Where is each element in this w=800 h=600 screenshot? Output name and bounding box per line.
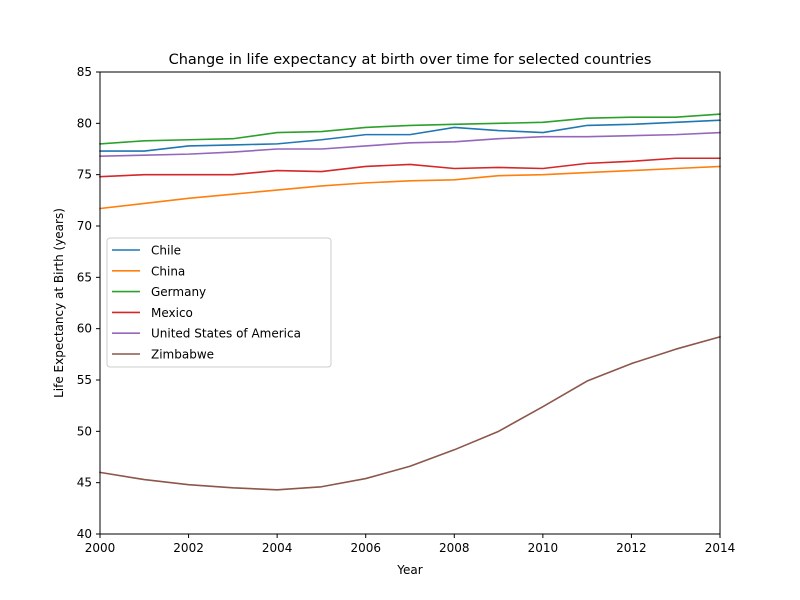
y-tick-label: 65 bbox=[77, 270, 92, 284]
y-tick-label: 75 bbox=[77, 168, 92, 182]
y-tick-label: 45 bbox=[77, 476, 92, 490]
chart-title: Change in life expectancy at birth over … bbox=[169, 52, 652, 68]
y-axis-ticks: 40 45 50 55 60 65 70 75 80 85 bbox=[77, 65, 100, 541]
series-line-china bbox=[99, 165, 721, 210]
y-tick-label: 85 bbox=[77, 65, 92, 79]
legend-label-chile: Chile bbox=[151, 244, 181, 258]
x-axis-ticks: 2000 2002 2004 2006 2008 2010 2012 2014 bbox=[85, 534, 736, 555]
x-tick-label: 2002 bbox=[173, 541, 204, 555]
legend: Chile China Germany Mexico United States of … bbox=[106, 237, 332, 368]
legend-items: Chile China Germany Mexico United States of … bbox=[112, 244, 301, 362]
series-line-zimbabwe bbox=[99, 335, 721, 491]
x-tick-label: 2012 bbox=[616, 541, 647, 555]
x-axis-label: Year bbox=[396, 563, 422, 577]
series-line-mexico bbox=[99, 157, 721, 178]
legend-box bbox=[106, 237, 332, 368]
y-tick-label: 50 bbox=[77, 424, 92, 438]
y-tick-label: 80 bbox=[77, 116, 92, 130]
series-line-germany bbox=[99, 113, 721, 145]
x-tick-label: 2008 bbox=[439, 541, 470, 555]
y-axis-label: Life Expectancy at Birth (years) bbox=[52, 208, 66, 398]
legend-label-united-states-of-america: United States of America bbox=[151, 327, 301, 341]
legend-label-china: China bbox=[151, 264, 185, 278]
x-tick-label: 2000 bbox=[85, 541, 116, 555]
legend-label-zimbabwe: Zimbabwe bbox=[151, 348, 214, 362]
x-tick-label: 2004 bbox=[262, 541, 293, 555]
y-tick-label: 70 bbox=[77, 219, 92, 233]
series-line-united-states-of-america bbox=[99, 131, 721, 158]
x-tick-label: 2006 bbox=[350, 541, 381, 555]
legend-label-germany: Germany bbox=[151, 285, 206, 299]
x-tick-label: 2014 bbox=[705, 541, 736, 555]
y-tick-label: 55 bbox=[77, 373, 92, 387]
series-group bbox=[99, 113, 721, 491]
y-tick-label: 60 bbox=[77, 322, 92, 336]
axes-frame bbox=[99, 71, 721, 535]
legend-label-mexico: Mexico bbox=[151, 306, 193, 320]
plot-area bbox=[99, 71, 721, 535]
y-tick-label: 40 bbox=[77, 527, 92, 541]
x-tick-label: 2010 bbox=[528, 541, 559, 555]
series-line-chile bbox=[99, 119, 721, 152]
